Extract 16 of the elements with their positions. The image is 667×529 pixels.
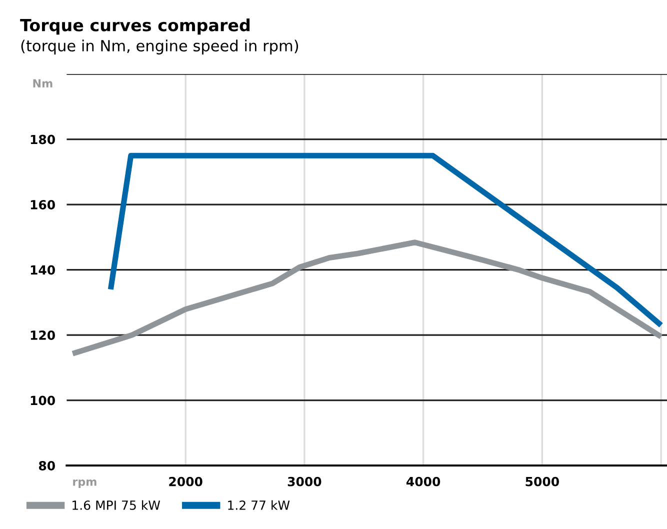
y-tick-label: 160 [30, 200, 55, 210]
chart-subtitle: (torque in Nm, engine speed in rpm) [21, 40, 298, 54]
x-tick-label: 3000 [288, 476, 322, 486]
y-axis-title: Nm [33, 79, 52, 88]
chart-title: Torque curves compared [20, 18, 250, 35]
y-tick-label: 120 [30, 330, 55, 340]
y-tick-label: 180 [30, 134, 55, 144]
legend-label: 1.2 77 kW [228, 500, 290, 510]
y-tick-label: 140 [30, 265, 55, 275]
x-tick-label: 5000 [526, 476, 559, 486]
y-tick-label: 80 [38, 460, 55, 470]
legend-label: 1.6 MPI 75 kW [72, 500, 160, 510]
y-tick-label: 100 [30, 396, 55, 406]
x-tick-label: 2000 [169, 476, 202, 486]
x-axis-title: rpm [73, 479, 96, 488]
x-tick-label: 4000 [406, 476, 440, 486]
